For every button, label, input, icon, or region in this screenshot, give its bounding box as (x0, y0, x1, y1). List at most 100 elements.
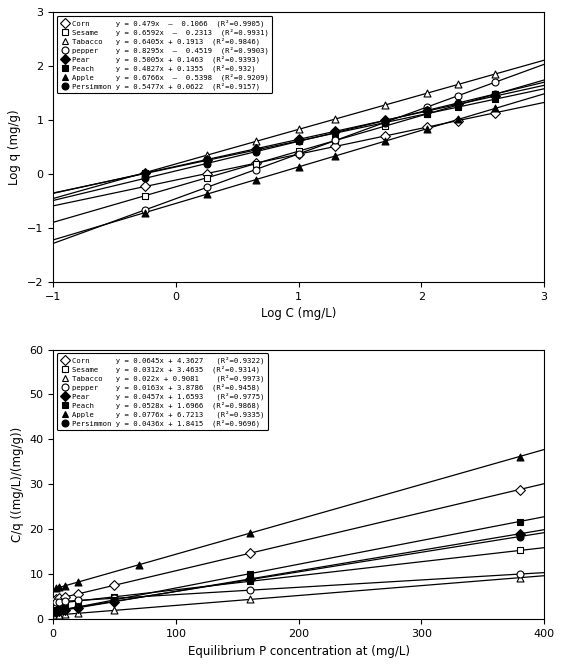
Point (251, 158, 260, 168)
Point (454, 100, 463, 111)
Point (141, 168, 150, 178)
Point (331, 128, 340, 139)
Point (380, 117, 389, 128)
Point (110, 596, 119, 607)
Y-axis label: Log q (mg/g): Log q (mg/g) (8, 109, 21, 185)
Point (490, 91, 499, 101)
Point (515, 529, 524, 539)
Point (515, 451, 524, 462)
Point (110, 593, 119, 603)
Point (294, 149, 303, 159)
Point (454, 115, 463, 126)
Point (141, 168, 150, 178)
Point (141, 173, 150, 184)
Point (110, 595, 119, 605)
Point (245, 574, 254, 585)
Point (490, 94, 499, 105)
Point (55, 609, 64, 620)
Point (202, 189, 211, 200)
Point (245, 576, 254, 587)
Point (55, 596, 64, 607)
Point (61, 591, 70, 602)
Point (251, 145, 260, 155)
Point (141, 190, 150, 201)
Point (245, 573, 254, 584)
Point (380, 117, 389, 128)
X-axis label: Log C (mg/L): Log C (mg/L) (261, 308, 336, 320)
Point (141, 207, 150, 218)
Point (55, 605, 64, 616)
Legend: Corn      y = 0.479x  –  0.1066  (R²=0.9905), Sesame    y = 0.6592x  –  0.2313  : Corn y = 0.479x – 0.1066 (R²=0.9905), Se… (57, 16, 272, 93)
Point (245, 528, 254, 539)
Point (73, 595, 82, 606)
Point (141, 204, 150, 215)
Point (454, 114, 463, 125)
Point (55, 605, 64, 616)
Point (135, 559, 144, 570)
Point (73, 608, 82, 619)
Point (202, 182, 211, 192)
Point (61, 604, 70, 615)
Point (380, 121, 389, 132)
Point (454, 91, 463, 101)
Point (490, 89, 499, 99)
Point (331, 151, 340, 161)
Point (423, 109, 432, 119)
Point (251, 147, 260, 157)
Point (294, 124, 303, 135)
Point (515, 516, 524, 527)
Point (245, 594, 254, 605)
Point (245, 548, 254, 559)
Point (380, 100, 389, 111)
Point (73, 601, 82, 612)
Point (331, 135, 340, 146)
Point (423, 108, 432, 119)
Point (202, 155, 211, 166)
Point (110, 580, 119, 591)
Point (380, 136, 389, 147)
Point (51, 606, 60, 617)
X-axis label: Equilibrium P concentration at (mg/L): Equilibrium P concentration at (mg/L) (187, 645, 410, 657)
Point (515, 545, 524, 556)
Point (331, 135, 340, 146)
Point (51, 606, 60, 617)
Point (61, 604, 70, 615)
Point (515, 531, 524, 542)
Point (490, 89, 499, 99)
Point (202, 168, 211, 179)
Point (294, 146, 303, 157)
Point (55, 598, 64, 609)
Point (423, 123, 432, 134)
Point (251, 165, 260, 175)
Point (454, 102, 463, 113)
Point (423, 88, 432, 99)
Point (73, 595, 82, 606)
Point (490, 107, 499, 118)
Point (110, 591, 119, 602)
Point (380, 115, 389, 126)
Point (73, 589, 82, 599)
Point (454, 99, 463, 110)
Point (490, 69, 499, 79)
Point (423, 122, 432, 133)
Point (51, 583, 60, 594)
Point (294, 149, 303, 159)
Point (110, 605, 119, 615)
Point (202, 150, 211, 161)
Point (202, 159, 211, 169)
Point (61, 605, 70, 615)
Point (294, 136, 303, 147)
Point (331, 141, 340, 152)
Point (61, 609, 70, 619)
Point (490, 77, 499, 87)
Point (454, 98, 463, 109)
Y-axis label: C/q ((mg/L)/(mg/g)): C/q ((mg/L)/(mg/g)) (11, 427, 24, 542)
Point (55, 582, 64, 593)
Point (423, 101, 432, 112)
Point (141, 181, 150, 192)
Point (51, 610, 60, 621)
Point (331, 126, 340, 137)
Point (423, 105, 432, 116)
Point (55, 605, 64, 615)
Point (202, 172, 211, 183)
